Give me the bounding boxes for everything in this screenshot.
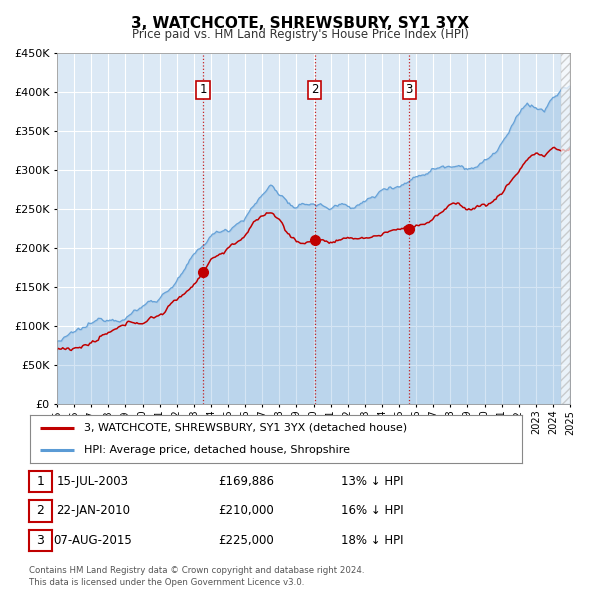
Text: 2: 2: [311, 83, 318, 96]
Text: 15-JUL-2003: 15-JUL-2003: [57, 475, 129, 488]
Text: £225,000: £225,000: [218, 534, 274, 547]
Text: 22-JAN-2010: 22-JAN-2010: [56, 504, 130, 517]
Text: 1: 1: [199, 83, 207, 96]
Text: 1: 1: [36, 475, 44, 488]
Text: Contains HM Land Registry data © Crown copyright and database right 2024.
This d: Contains HM Land Registry data © Crown c…: [29, 566, 364, 587]
Text: 3, WATCHCOTE, SHREWSBURY, SY1 3YX: 3, WATCHCOTE, SHREWSBURY, SY1 3YX: [131, 16, 469, 31]
Text: 2: 2: [36, 504, 44, 517]
Text: £210,000: £210,000: [218, 504, 274, 517]
Text: 3, WATCHCOTE, SHREWSBURY, SY1 3YX (detached house): 3, WATCHCOTE, SHREWSBURY, SY1 3YX (detac…: [84, 423, 407, 433]
Text: 07-AUG-2015: 07-AUG-2015: [53, 534, 133, 547]
Text: £169,886: £169,886: [218, 475, 274, 488]
Text: Price paid vs. HM Land Registry's House Price Index (HPI): Price paid vs. HM Land Registry's House …: [131, 28, 469, 41]
Text: 13% ↓ HPI: 13% ↓ HPI: [341, 475, 403, 488]
Text: 3: 3: [36, 534, 44, 547]
Text: 18% ↓ HPI: 18% ↓ HPI: [341, 534, 403, 547]
Text: 3: 3: [406, 83, 413, 96]
Text: HPI: Average price, detached house, Shropshire: HPI: Average price, detached house, Shro…: [84, 445, 350, 455]
Text: 16% ↓ HPI: 16% ↓ HPI: [341, 504, 403, 517]
